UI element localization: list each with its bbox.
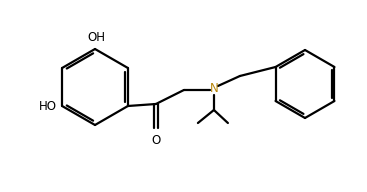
Text: O: O [151,134,160,147]
Text: N: N [210,83,218,95]
Text: OH: OH [87,31,105,44]
Text: HO: HO [39,99,57,113]
